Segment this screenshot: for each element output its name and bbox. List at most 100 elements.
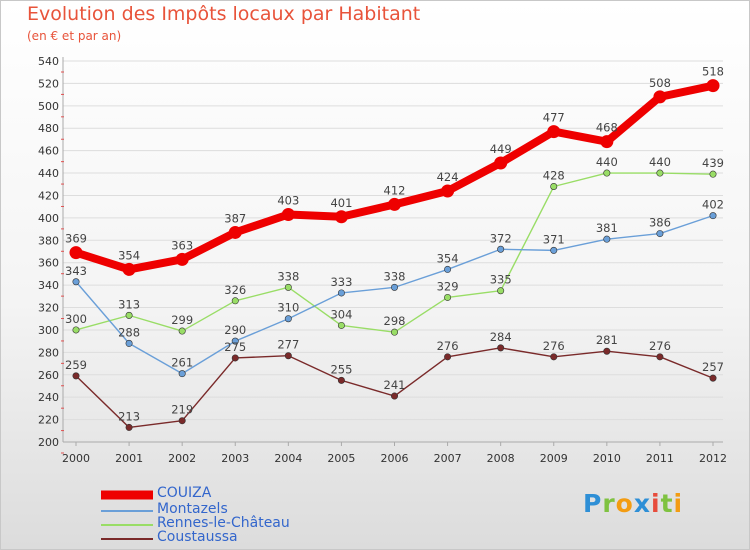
data-label: 333 [330, 275, 352, 289]
proxiti-logo: Proxiti [583, 489, 683, 518]
data-point [653, 90, 667, 104]
data-label: 335 [490, 273, 512, 287]
y-tick-label: 220 [38, 414, 59, 427]
legend-swatch [101, 510, 153, 512]
data-point [709, 170, 717, 178]
data-point [72, 278, 80, 286]
data-label: 276 [649, 339, 671, 353]
y-tick-label: 240 [38, 391, 59, 404]
data-point [231, 337, 239, 345]
data-label: 290 [224, 323, 246, 337]
data-point [444, 293, 452, 301]
x-tick-label: 2008 [487, 452, 515, 465]
data-label: 518 [702, 65, 724, 79]
legend-label: Montazels [157, 501, 228, 517]
logo-letter: i [651, 489, 661, 518]
data-point [547, 125, 561, 139]
x-tick-label: 2006 [381, 452, 409, 465]
data-point [497, 245, 505, 253]
data-label: 387 [224, 211, 246, 225]
data-point [284, 283, 292, 291]
x-tick-label: 2000 [62, 452, 90, 465]
data-point [656, 353, 664, 361]
data-label: 424 [437, 170, 459, 184]
data-label: 281 [596, 333, 618, 347]
data-point [600, 135, 614, 149]
data-label: 304 [330, 307, 352, 321]
data-label: 298 [384, 314, 406, 328]
data-label: 343 [65, 264, 87, 278]
data-point [444, 353, 452, 361]
data-label: 354 [118, 248, 140, 262]
data-point [706, 79, 720, 93]
data-label: 338 [277, 269, 299, 283]
data-point [284, 315, 292, 323]
x-tick-label: 2011 [646, 452, 674, 465]
logo-letter: r [602, 489, 616, 518]
data-label: 288 [118, 325, 140, 339]
data-label: 372 [490, 231, 512, 245]
x-tick-label: 2007 [434, 452, 462, 465]
data-point [178, 417, 186, 425]
data-point [284, 352, 292, 360]
data-label: 468 [596, 121, 618, 135]
legend-label: Coustaussa [157, 529, 238, 545]
data-point [337, 376, 345, 384]
data-point [603, 347, 611, 355]
data-label: 310 [277, 301, 299, 315]
data-label: 371 [543, 232, 565, 246]
data-point [122, 262, 136, 276]
data-label: 439 [702, 156, 724, 170]
data-label: 241 [384, 378, 406, 392]
data-point [656, 169, 664, 177]
y-tick-label: 300 [38, 324, 59, 337]
y-tick-label: 500 [38, 100, 59, 113]
data-label: 255 [330, 362, 352, 376]
logo-letter: x [633, 489, 651, 518]
y-tick-label: 480 [38, 122, 59, 135]
x-tick-label: 2002 [168, 452, 196, 465]
y-tick-label: 460 [38, 145, 59, 158]
y-tick-label: 340 [38, 279, 59, 292]
data-point [337, 321, 345, 329]
data-point [656, 230, 664, 238]
data-point [125, 423, 133, 431]
data-point [550, 353, 558, 361]
x-tick-label: 2003 [221, 452, 249, 465]
data-point [603, 169, 611, 177]
x-tick-label: 2010 [593, 452, 621, 465]
legend-label: COUIZA [157, 485, 212, 501]
y-tick-label: 360 [38, 257, 59, 270]
legend-label: Rennes-le-Château [157, 515, 290, 531]
logo-letter: P [583, 489, 603, 518]
y-tick-label: 200 [38, 436, 59, 449]
x-tick-label: 2001 [115, 452, 143, 465]
y-tick-label: 400 [38, 212, 59, 225]
data-label: 369 [65, 232, 87, 246]
data-point [550, 183, 558, 191]
x-tick-label: 2012 [699, 452, 727, 465]
data-label: 449 [490, 142, 512, 156]
data-point [231, 354, 239, 362]
chart-title: Evolution des Impôts locaux par Habitant [27, 3, 421, 25]
data-label: 219 [171, 403, 193, 417]
data-label: 329 [437, 279, 459, 293]
data-point [390, 392, 398, 400]
y-tick-label: 440 [38, 167, 59, 180]
data-point [125, 311, 133, 319]
x-tick-label: 2009 [540, 452, 568, 465]
y-tick-label: 260 [38, 369, 59, 382]
data-label: 276 [543, 339, 565, 353]
chart-subtitle: (en € et par an) [27, 29, 122, 43]
data-point [281, 208, 295, 222]
data-label: 401 [330, 196, 352, 210]
data-point [603, 235, 611, 243]
legend-swatch [101, 490, 153, 500]
data-label: 440 [596, 155, 618, 169]
data-point [125, 339, 133, 347]
data-label: 381 [596, 221, 618, 235]
data-label: 257 [702, 360, 724, 374]
data-point [441, 184, 455, 198]
data-label: 508 [649, 76, 671, 90]
data-point [497, 287, 505, 295]
